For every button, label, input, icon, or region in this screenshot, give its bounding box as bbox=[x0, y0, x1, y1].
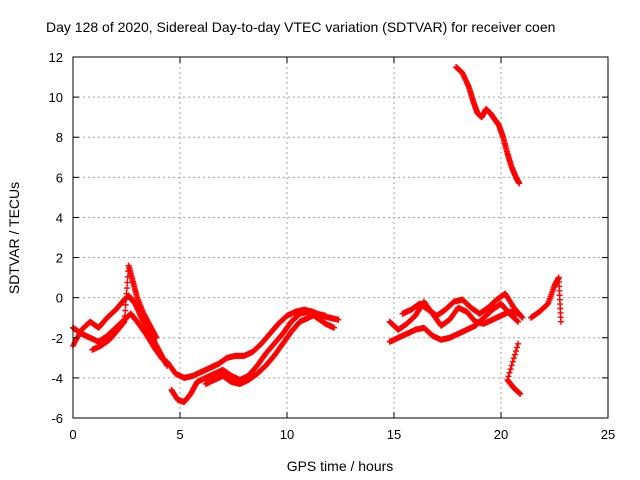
x-tick-label: 5 bbox=[176, 427, 183, 442]
plot-frame bbox=[72, 56, 609, 419]
series-track-i bbox=[399, 290, 526, 321]
x-tick-label: 0 bbox=[69, 427, 76, 442]
y-tick-label: 8 bbox=[56, 130, 63, 145]
data-point bbox=[122, 301, 129, 308]
y-tick-label: -6 bbox=[51, 411, 63, 426]
data-point bbox=[514, 317, 521, 324]
data-point bbox=[331, 324, 338, 331]
y-tick-label: 0 bbox=[56, 291, 63, 306]
data-point bbox=[335, 316, 342, 323]
data-point bbox=[516, 180, 523, 187]
y-tick-label: -4 bbox=[51, 371, 63, 386]
data-point bbox=[507, 366, 514, 373]
data-point bbox=[511, 351, 518, 358]
series-track-h bbox=[386, 300, 522, 345]
data-point bbox=[509, 358, 516, 365]
data-point bbox=[322, 312, 329, 319]
y-axis-label: SDTVAR / TECUs bbox=[6, 182, 22, 294]
data-point bbox=[159, 355, 166, 362]
series-track-e bbox=[168, 308, 338, 405]
series-track-c bbox=[89, 262, 160, 353]
series-track-j bbox=[527, 274, 564, 325]
x-axis-label: GPS time / hours bbox=[287, 458, 394, 474]
y-tick-label: 12 bbox=[49, 50, 63, 65]
y-tick-label: 4 bbox=[56, 210, 63, 225]
data-points bbox=[70, 64, 564, 405]
x-tick-label: 15 bbox=[387, 427, 401, 442]
x-tick-label: 25 bbox=[601, 427, 615, 442]
data-point bbox=[518, 313, 525, 320]
data-point bbox=[508, 362, 515, 369]
series-track-f bbox=[202, 310, 329, 387]
y-tick-label: 2 bbox=[56, 251, 63, 266]
data-point bbox=[121, 318, 128, 325]
data-point bbox=[519, 314, 526, 321]
axis-ticks: 0 5 10 15 20 25 -6 -4 -2 0 2 4 6 8 10 12 bbox=[49, 50, 616, 442]
data-point bbox=[123, 285, 130, 292]
data-point bbox=[124, 279, 131, 286]
data-point bbox=[153, 334, 160, 341]
x-tick-label: 10 bbox=[280, 427, 294, 442]
data-point bbox=[557, 318, 564, 325]
series-track-k bbox=[504, 340, 524, 397]
data-point bbox=[515, 340, 522, 347]
x-tick-label: 20 bbox=[494, 427, 508, 442]
data-point bbox=[122, 307, 129, 314]
data-point bbox=[159, 356, 166, 363]
data-point bbox=[506, 369, 513, 376]
chart-title: Day 128 of 2020, Sidereal Day-to-day VTE… bbox=[46, 19, 555, 35]
data-point bbox=[515, 318, 522, 325]
y-tick-label: 6 bbox=[56, 170, 63, 185]
grid bbox=[73, 57, 608, 418]
data-point bbox=[123, 290, 130, 297]
series-track-l bbox=[453, 64, 523, 187]
data-point bbox=[123, 296, 130, 303]
data-point bbox=[517, 390, 524, 397]
data-point bbox=[510, 355, 517, 362]
data-point bbox=[512, 348, 519, 355]
y-tick-label: -2 bbox=[51, 331, 63, 346]
data-point bbox=[514, 344, 521, 351]
data-point bbox=[121, 313, 128, 320]
y-tick-label: 10 bbox=[49, 90, 63, 105]
series-track-d bbox=[164, 306, 342, 381]
